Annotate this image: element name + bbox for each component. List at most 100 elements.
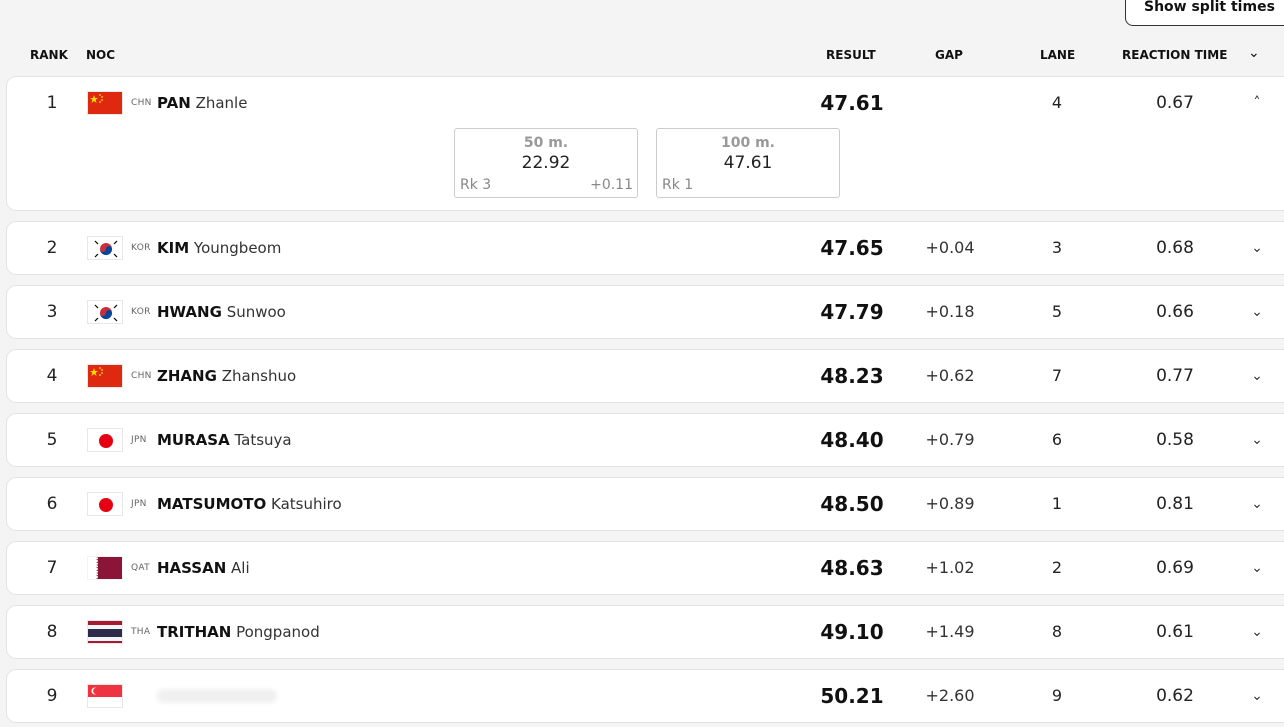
split-rank: Rk 3 (460, 177, 492, 193)
gap: +0.62 (925, 366, 975, 385)
collapse-chevron-up-icon[interactable]: ˄ (1253, 95, 1261, 111)
lane: 9 (1051, 686, 1063, 705)
expand-chevron-down-icon[interactable]: ⌄ (1251, 688, 1263, 704)
reaction-time: 0.68 (1156, 238, 1194, 258)
result-time: 50.21 (820, 684, 884, 708)
expand-chevron-down-icon[interactable]: ⌄ (1251, 496, 1263, 512)
result-time: 49.10 (820, 620, 884, 644)
lane: 2 (1051, 558, 1063, 577)
noc-code: KOR (131, 243, 151, 253)
rank: 2 (46, 238, 58, 258)
result-time: 47.61 (820, 91, 884, 115)
result-time: 47.65 (820, 236, 884, 260)
rank: 1 (46, 93, 58, 113)
noc-code: KOR (131, 307, 151, 317)
athlete-last-name: KIM (157, 239, 190, 257)
noc-code: CHN (131, 371, 152, 381)
noc-code: CHN (131, 98, 152, 108)
expand-chevron-down-icon[interactable]: ⌄ (1251, 560, 1263, 576)
split-distance: 50 m. (523, 135, 569, 151)
rank: 4 (46, 366, 58, 386)
result-row-1[interactable]: 1 CHN PAN Zhanle 47.61 4 0.67 ˄ 50 m. 22… (6, 76, 1284, 211)
header-gap: GAP (935, 48, 963, 62)
gap: +0.04 (925, 238, 975, 257)
reaction-time: 0.69 (1156, 558, 1194, 578)
athlete-name: MATSUMOTO Katsuhiro (157, 478, 342, 530)
result-row-5[interactable]: 5 JPN MURASA Tatsuya 48.40 +0.79 6 0.58 … (6, 413, 1284, 467)
reaction-time: 0.66 (1156, 302, 1194, 322)
reaction-time: 0.58 (1156, 430, 1194, 450)
lane: 5 (1051, 302, 1063, 321)
athlete-first-name: Pongpanod (236, 623, 320, 641)
split-card-100m: 100 m. 47.61 Rk 1 (656, 128, 840, 198)
result-time: 48.63 (820, 556, 884, 580)
lane: 3 (1051, 238, 1063, 257)
result-row-3[interactable]: 3 KOR HWANG Sunwoo 47.79 +0.18 5 0.66 ⌄ (6, 285, 1284, 339)
expand-chevron-down-icon[interactable]: ⌄ (1251, 368, 1263, 384)
lane: 8 (1051, 622, 1063, 641)
result-row-2[interactable]: 2 KOR KIM Youngbeom 47.65 +0.04 3 0.68 ⌄ (6, 221, 1284, 275)
expand-all-chevron-icon[interactable]: ⌄ (1248, 45, 1260, 61)
athlete-name: HWANG Sunwoo (157, 286, 286, 338)
rank: 3 (46, 302, 58, 322)
reaction-time: 0.62 (1156, 686, 1194, 706)
result-time: 48.23 (820, 364, 884, 388)
athlete-first-name: Ali (231, 559, 250, 577)
split-diff: +0.11 (590, 177, 633, 193)
athlete-first-name: Zhanle (195, 94, 248, 112)
rank: 6 (46, 494, 58, 514)
lane: 1 (1051, 494, 1063, 513)
result-time: 47.79 (820, 300, 884, 324)
result-row-7[interactable]: 7 QAT HASSAN Ali 48.63 +1.02 2 0.69 ⌄ (6, 541, 1284, 595)
result-row-8[interactable]: 8 THA TRITHAN Pongpanod 49.10 +1.49 8 0.… (6, 605, 1284, 659)
result-time: 48.40 (820, 428, 884, 452)
show-split-times-button[interactable]: Show split times (1125, 0, 1284, 26)
gap (907, 77, 993, 129)
athlete-name: KIM Youngbeom (157, 222, 281, 274)
header-reaction-time: REACTION TIME (1122, 48, 1228, 62)
korea-flag-icon (87, 236, 123, 260)
athlete-name: HASSAN Ali (157, 542, 250, 594)
reaction-time: 0.61 (1156, 622, 1194, 642)
header-rank: RANK (30, 48, 68, 62)
athlete-last-name: ZHANG (157, 367, 217, 385)
result-time: 48.50 (820, 492, 884, 516)
result-row-9[interactable]: 9 50.21 +2.60 9 0.62 ⌄ (6, 669, 1284, 723)
redacted-athlete-name (157, 689, 277, 703)
rank: 5 (46, 430, 58, 450)
expand-chevron-down-icon[interactable]: ⌄ (1251, 240, 1263, 256)
lane: 4 (1051, 93, 1063, 112)
expand-chevron-down-icon[interactable]: ⌄ (1251, 304, 1263, 320)
athlete-last-name: MURASA (157, 431, 230, 449)
lane: 7 (1051, 366, 1063, 385)
split-rank: Rk 1 (662, 177, 694, 193)
result-row-4[interactable]: 4 CHN ZHANG Zhanshuo 48.23 +0.62 7 0.77 … (6, 349, 1284, 403)
noc-code: THA (131, 627, 151, 637)
japan-flag-icon (87, 492, 123, 516)
qatar-flag-icon (87, 556, 123, 580)
result-row-6[interactable]: 6 JPN MATSUMOTO Katsuhiro 48.50 +0.89 1 … (6, 477, 1284, 531)
athlete-last-name: MATSUMOTO (157, 495, 267, 513)
athlete-name: PAN Zhanle (157, 77, 247, 129)
athlete-first-name: Youngbeom (193, 239, 282, 257)
athlete-last-name: HWANG (157, 303, 222, 321)
japan-flag-icon (87, 428, 123, 452)
split-card-50m: 50 m. 22.92 Rk 3 +0.11 (454, 128, 638, 198)
athlete-name: MURASA Tatsuya (157, 414, 292, 466)
rank: 9 (46, 686, 58, 706)
athlete-first-name: Katsuhiro (271, 495, 342, 513)
thailand-flag-icon (87, 620, 123, 644)
athlete-first-name: Sunwoo (226, 303, 286, 321)
noc-code: QAT (131, 563, 150, 573)
expand-chevron-down-icon[interactable]: ⌄ (1251, 432, 1263, 448)
athlete-name: ZHANG Zhanshuo (157, 350, 296, 402)
reaction-time: 0.67 (1156, 93, 1194, 113)
reaction-time: 0.81 (1156, 494, 1194, 514)
noc-code: JPN (131, 499, 147, 509)
noc-code: JPN (131, 435, 147, 445)
expand-chevron-down-icon[interactable]: ⌄ (1251, 624, 1263, 640)
gap: +2.60 (925, 686, 975, 705)
athlete-last-name: PAN (157, 94, 191, 112)
results-table-header: RANK NOC RESULT GAP LANE REACTION TIME ⌄ (0, 45, 1284, 64)
singapore-flag-icon (87, 684, 123, 708)
